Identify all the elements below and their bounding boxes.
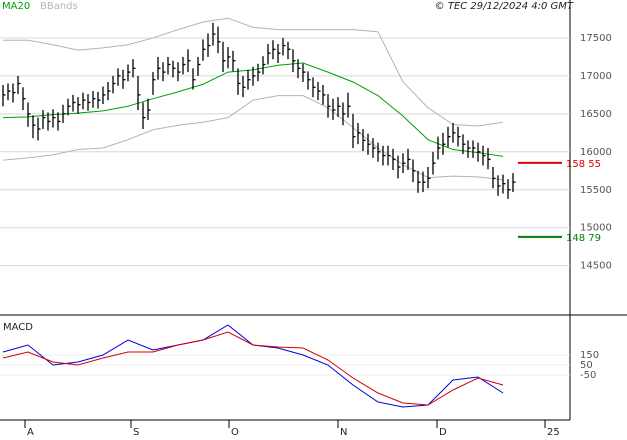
y-tick-label: 16500 <box>580 109 612 120</box>
y-tick-label: 50 <box>580 360 593 371</box>
y-tick-label: 15000 <box>580 223 612 234</box>
x-tick-label: O <box>231 427 239 438</box>
legend-bbands: BBands <box>40 1 78 12</box>
x-tick-label: S <box>133 427 139 438</box>
macd-title: MACD <box>3 322 33 333</box>
credit: © TEC 29/12/2024 4:0 GMT <box>435 1 574 12</box>
x-tick-label: N <box>340 427 347 438</box>
legend-ma20: MA20 <box>2 1 30 12</box>
x-tick-label: D <box>439 427 447 438</box>
y-tick-label: 14500 <box>580 261 612 272</box>
y-tick-label: -50 <box>580 370 596 381</box>
series-line <box>3 17 504 127</box>
y-tick-label: 17500 <box>580 33 612 44</box>
series-line <box>2 331 504 406</box>
y-tick-label: 17000 <box>580 71 612 82</box>
y-tick-label: 15500 <box>580 185 612 196</box>
series-line <box>2 95 504 181</box>
level-label: 158 55 <box>566 159 601 170</box>
x-tick-label: A <box>27 427 34 438</box>
x-tick-label: 25 <box>547 427 560 438</box>
level-label: 148 79 <box>566 233 601 244</box>
y-tick-label: 16000 <box>580 147 612 158</box>
y-tick-label: 150 <box>580 350 599 361</box>
